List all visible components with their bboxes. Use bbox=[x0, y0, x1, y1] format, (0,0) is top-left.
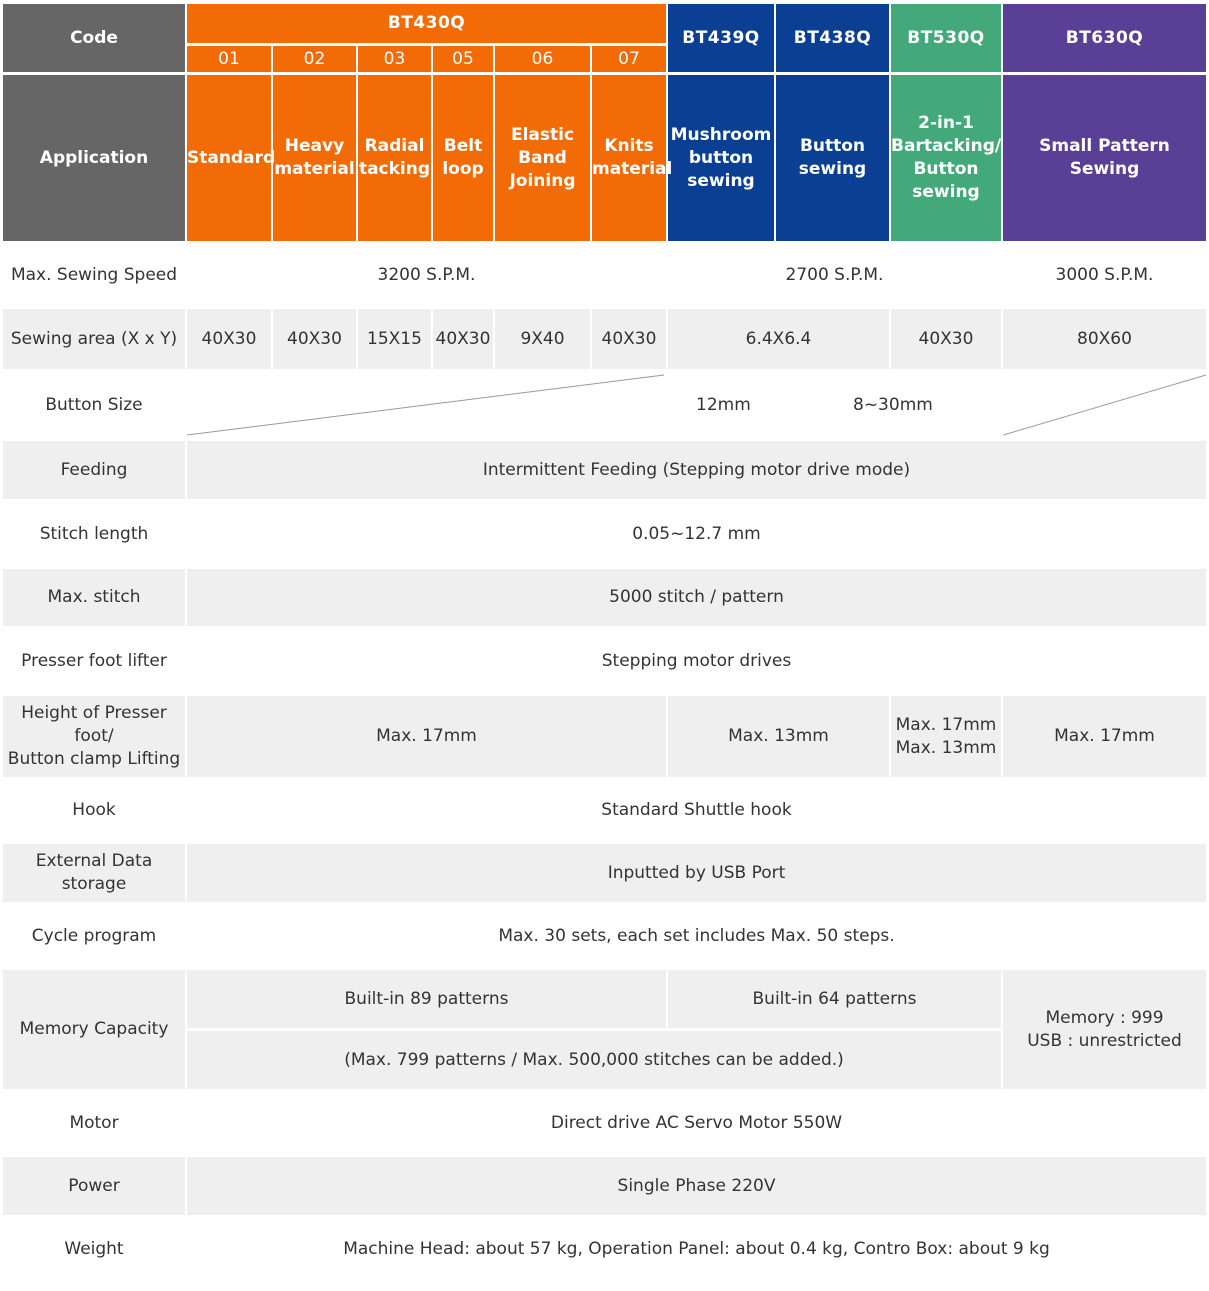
row-presser-foot-lifter: Presser foot lifter Stepping motor drive… bbox=[3, 629, 1206, 693]
presser-foot-lifter-value: Stepping motor drives bbox=[187, 629, 1206, 693]
subcode-02: 02 bbox=[273, 46, 356, 72]
label-presser-height: Height of Presser foot/Button clamp Lift… bbox=[3, 696, 185, 777]
app-small-pattern-sewing: Small Pattern Sewing bbox=[1003, 75, 1206, 241]
area-02: 40X30 bbox=[273, 309, 356, 369]
row-external-data-storage: External Data storage Inputted by USB Po… bbox=[3, 844, 1206, 902]
application-label: Application bbox=[3, 75, 185, 241]
row-hook: Hook Standard Shuttle hook bbox=[3, 780, 1206, 841]
presser-height-bt530q: Max. 17mm Max. 13mm bbox=[891, 696, 1001, 777]
app-elastic-band-joining: Elastic Band Joining bbox=[495, 75, 590, 241]
memory-bt430q: Built-in 89 patterns bbox=[187, 970, 666, 1028]
label-weight: Weight bbox=[3, 1218, 185, 1280]
button-size-bt439q: 12mm bbox=[696, 395, 751, 415]
weight-value: Machine Head: about 57 kg, Operation Pan… bbox=[187, 1218, 1206, 1280]
subcode-07: 07 bbox=[592, 46, 666, 72]
hook-value: Standard Shuttle hook bbox=[187, 780, 1206, 841]
memory-added: (Max. 799 patterns / Max. 500,000 stitch… bbox=[187, 1031, 1001, 1089]
speed-bt430q: 3200 S.P.M. bbox=[187, 244, 666, 306]
row-max-stitch: Max. stitch 5000 stitch / pattern bbox=[3, 569, 1206, 626]
row-feeding: Feeding Intermittent Feeding (Stepping m… bbox=[3, 441, 1206, 499]
external-data-storage-value: Inputted by USB Port bbox=[187, 844, 1206, 902]
label-stitch-length: Stitch length bbox=[3, 502, 185, 566]
row-memory-capacity-added: (Max. 799 patterns / Max. 500,000 stitch… bbox=[3, 1031, 1206, 1089]
speed-bt630q: 3000 S.P.M. bbox=[1003, 244, 1206, 306]
app-2in1-bartacking: 2-in-1 Bartacking/Button sewing bbox=[891, 75, 1001, 241]
memory-bt630q: Memory : 999 USB : unrestricted bbox=[1003, 970, 1206, 1089]
row-cycle-program: Cycle program Max. 30 sets, each set inc… bbox=[3, 905, 1206, 967]
model-bt439q: BT439Q bbox=[668, 4, 774, 72]
row-weight: Weight Machine Head: about 57 kg, Operat… bbox=[3, 1218, 1206, 1280]
cycle-program-value: Max. 30 sets, each set includes Max. 50 … bbox=[187, 905, 1206, 967]
label-motor: Motor bbox=[3, 1092, 185, 1154]
motor-value: Direct drive AC Servo Motor 550W bbox=[187, 1092, 1206, 1154]
label-max-sewing-speed: Max. Sewing Speed bbox=[3, 244, 185, 306]
feeding-value: Intermittent Feeding (Stepping motor dri… bbox=[187, 441, 1206, 499]
label-sewing-area: Sewing area (X x Y) bbox=[3, 309, 185, 369]
area-bt530q: 40X30 bbox=[891, 309, 1001, 369]
area-bt439q-438q: 6.4X6.4 bbox=[668, 309, 889, 369]
label-presser-foot-lifter: Presser foot lifter bbox=[3, 629, 185, 693]
stitch-length-value: 0.05~12.7 mm bbox=[187, 502, 1206, 566]
model-bt430q: BT430Q bbox=[187, 4, 666, 43]
subcode-01: 01 bbox=[187, 46, 271, 72]
row-presser-height: Height of Presser foot/Button clamp Lift… bbox=[3, 696, 1206, 777]
label-hook: Hook bbox=[3, 780, 185, 841]
label-button-size: Button Size bbox=[3, 372, 185, 438]
presser-height-bt630q: Max. 17mm bbox=[1003, 696, 1206, 777]
label-max-stitch: Max. stitch bbox=[3, 569, 185, 626]
model-bt630q: BT630Q bbox=[1003, 4, 1206, 72]
button-size-cell: 12mm 8~30mm bbox=[187, 372, 1206, 438]
area-05: 40X30 bbox=[433, 309, 493, 369]
app-standard: Standard bbox=[187, 75, 275, 241]
max-stitch-value: 5000 stitch / pattern bbox=[187, 569, 1206, 626]
row-memory-capacity: Memory Capacity Built-in 89 patterns Bui… bbox=[3, 970, 1206, 1089]
row-motor: Motor Direct drive AC Servo Motor 550W bbox=[3, 1092, 1206, 1154]
label-memory-capacity: Memory Capacity bbox=[3, 970, 185, 1089]
row-power: Power Single Phase 220V bbox=[3, 1157, 1206, 1215]
row-stitch-length: Stitch length 0.05~12.7 mm bbox=[3, 502, 1206, 566]
label-external-data-storage: External Data storage bbox=[3, 844, 185, 902]
area-bt630q: 80X60 bbox=[1003, 309, 1206, 369]
app-heavy-material: Heavy material bbox=[273, 75, 356, 241]
model-bt530q: BT530Q bbox=[891, 4, 1001, 72]
area-03: 15X15 bbox=[358, 309, 431, 369]
subcode-03: 03 bbox=[358, 46, 431, 72]
app-radial-tacking: Radial tacking bbox=[358, 75, 431, 241]
app-knits-material: Knits material bbox=[592, 75, 672, 241]
power-value: Single Phase 220V bbox=[187, 1157, 1206, 1215]
model-bt438q: BT438Q bbox=[776, 4, 889, 72]
row-max-sewing-speed: Max. Sewing Speed 3200 S.P.M. 2700 S.P.M… bbox=[3, 244, 1206, 306]
area-01: 40X30 bbox=[187, 309, 271, 369]
row-button-size: Button Size 12mm 8~30mm bbox=[3, 372, 1206, 438]
header-row-subcodes: 01 02 03 05 06 07 bbox=[3, 46, 1206, 72]
label-feeding: Feeding bbox=[3, 441, 185, 499]
area-07: 40X30 bbox=[592, 309, 666, 369]
app-belt-loop: Belt loop bbox=[433, 75, 493, 241]
area-06: 9X40 bbox=[495, 309, 590, 369]
label-power: Power bbox=[3, 1157, 185, 1215]
not-applicable-diagonal-lines bbox=[187, 374, 1206, 436]
presser-height-bt430q: Max. 17mm bbox=[187, 696, 666, 777]
app-button-sewing: Button sewing bbox=[776, 75, 889, 241]
header-row-models: Code BT430Q BT439Q BT438Q BT530Q BT630Q bbox=[3, 4, 1206, 72]
header-row-application: Application Standard Heavy material Radia… bbox=[3, 75, 1206, 241]
subcode-05: 05 bbox=[433, 46, 493, 72]
code-label: Code bbox=[3, 4, 185, 72]
subcode-06: 06 bbox=[495, 46, 590, 72]
memory-bt439q-530q: Built-in 64 patterns bbox=[668, 970, 1001, 1028]
button-size-bt438q-530q: 8~30mm bbox=[853, 395, 933, 415]
row-sewing-area: Sewing area (X x Y) 40X30 40X30 15X15 40… bbox=[3, 309, 1206, 369]
presser-height-bt439q-438q: Max. 13mm bbox=[668, 696, 889, 777]
label-cycle-program: Cycle program bbox=[3, 905, 185, 967]
speed-bt439q-530q: 2700 S.P.M. bbox=[668, 244, 1001, 306]
app-mushroom-button-sewing: Mushroom button sewing bbox=[668, 75, 774, 241]
